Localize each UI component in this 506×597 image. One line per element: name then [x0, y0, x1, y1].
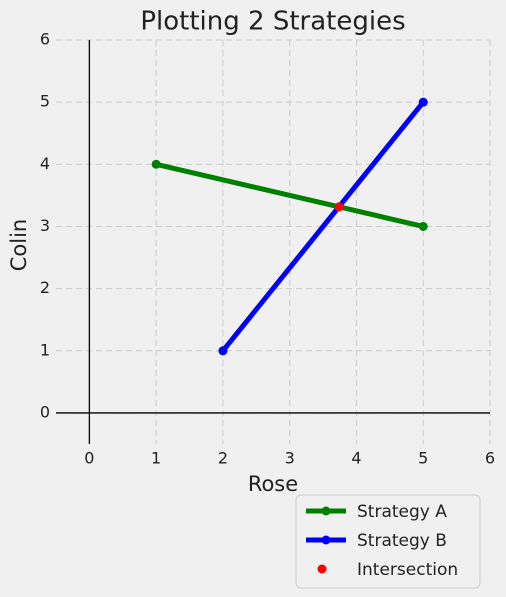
legend-box — [295, 494, 481, 589]
x-tick-label: 1 — [151, 449, 161, 468]
chart-title: Plotting 2 Strategies — [140, 7, 405, 37]
y-tick-label: 1 — [40, 340, 50, 359]
y-tick-label: 6 — [40, 30, 50, 49]
y-tick-label: 4 — [40, 154, 50, 173]
x-tick-label: 3 — [285, 449, 295, 468]
legend-label: Intersection — [357, 560, 458, 580]
line — [220, 100, 426, 353]
x-tick-label: 5 — [418, 449, 428, 468]
marker — [418, 97, 428, 107]
x-axis-label: Rose — [248, 472, 298, 496]
y-tick-label: 3 — [40, 216, 50, 235]
y-tick-label: 0 — [40, 402, 50, 421]
line — [155, 161, 424, 229]
marker — [151, 159, 161, 169]
point — [334, 202, 344, 212]
y-tick-label: 2 — [40, 278, 50, 297]
legend-marker — [317, 564, 327, 574]
x-tick-label: 0 — [84, 449, 94, 468]
legend-marker — [321, 506, 331, 516]
marker — [418, 221, 428, 231]
x-tick-label: 2 — [218, 449, 228, 468]
y-axis-label: Colin — [7, 219, 31, 272]
x-tick-label: 4 — [351, 449, 361, 468]
x-tick-label: 6 — [485, 449, 495, 468]
legend-label: Strategy B — [357, 531, 447, 551]
y-tick-label: 5 — [40, 92, 50, 111]
legend-label: Strategy A — [357, 502, 447, 522]
legend-marker — [321, 535, 331, 545]
marker — [218, 346, 228, 356]
